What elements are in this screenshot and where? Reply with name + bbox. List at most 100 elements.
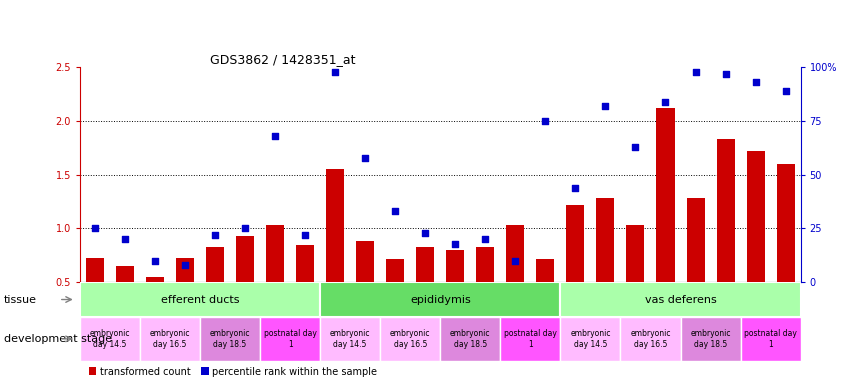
Point	[268, 133, 282, 139]
Bar	[537, 258, 554, 336]
Bar	[711, 67, 741, 282]
Point	[419, 230, 432, 236]
Bar	[747, 151, 764, 336]
Point	[448, 240, 462, 247]
Bar	[146, 277, 164, 336]
Bar	[560, 282, 801, 317]
Point	[299, 232, 312, 238]
Text: postnatal day
1: postnatal day 1	[264, 329, 316, 349]
Text: embryonic
day 16.5: embryonic day 16.5	[150, 329, 190, 349]
Bar	[386, 258, 405, 336]
Bar	[380, 317, 441, 361]
Bar	[770, 67, 801, 282]
Bar	[596, 199, 615, 336]
Bar	[176, 258, 194, 336]
Bar	[236, 236, 254, 336]
Text: postnatal day
1: postnatal day 1	[504, 329, 557, 349]
Point	[238, 225, 251, 232]
Bar	[350, 67, 380, 282]
Point	[779, 88, 792, 94]
Bar	[621, 67, 650, 282]
Bar	[566, 205, 584, 336]
Bar	[500, 67, 531, 282]
Bar	[260, 67, 290, 282]
Bar	[326, 169, 344, 336]
Bar	[741, 67, 770, 282]
Bar	[506, 225, 524, 336]
Bar	[320, 67, 350, 282]
Legend: transformed count, percentile rank within the sample: transformed count, percentile rank withi…	[85, 362, 381, 381]
Bar	[110, 67, 140, 282]
Text: vas deferens: vas deferens	[645, 295, 717, 305]
Text: embryonic
day 18.5: embryonic day 18.5	[450, 329, 490, 349]
Point	[509, 258, 522, 264]
Bar	[86, 258, 104, 336]
Bar	[627, 225, 644, 336]
Bar	[560, 317, 621, 361]
Text: embryonic
day 16.5: embryonic day 16.5	[630, 329, 671, 349]
Bar	[470, 67, 500, 282]
Point	[119, 236, 132, 242]
Point	[178, 262, 192, 268]
Point	[329, 68, 342, 74]
Bar	[320, 282, 560, 317]
Bar	[266, 225, 284, 336]
Bar	[650, 67, 680, 282]
Bar	[686, 199, 705, 336]
Bar	[500, 317, 560, 361]
Bar	[476, 247, 495, 336]
Bar	[447, 250, 464, 336]
Bar	[140, 67, 170, 282]
Text: embryonic
day 16.5: embryonic day 16.5	[390, 329, 431, 349]
Point	[719, 71, 733, 77]
Bar	[531, 67, 560, 282]
Text: efferent ducts: efferent ducts	[161, 295, 240, 305]
Point	[88, 225, 102, 232]
Point	[748, 79, 762, 85]
Bar	[440, 67, 470, 282]
Bar	[657, 108, 674, 336]
Bar	[357, 242, 374, 336]
Bar	[416, 247, 434, 336]
Text: tissue: tissue	[4, 295, 37, 305]
Point	[389, 208, 402, 214]
Point	[538, 118, 552, 124]
Bar	[680, 317, 741, 361]
Point	[599, 103, 612, 109]
Bar	[320, 317, 380, 361]
Bar	[80, 67, 110, 282]
Bar	[116, 266, 134, 336]
Bar	[200, 317, 260, 361]
Bar	[80, 317, 140, 361]
Text: embryonic
day 18.5: embryonic day 18.5	[690, 329, 731, 349]
Bar	[410, 67, 440, 282]
Bar	[776, 164, 795, 336]
Bar	[590, 67, 621, 282]
Point	[659, 99, 672, 105]
Text: epididymis: epididymis	[410, 295, 471, 305]
Text: embryonic
day 14.5: embryonic day 14.5	[90, 329, 130, 349]
Point	[209, 232, 222, 238]
Point	[148, 258, 161, 264]
Bar	[680, 67, 711, 282]
Text: embryonic
day 18.5: embryonic day 18.5	[209, 329, 251, 349]
Bar	[80, 282, 320, 317]
Bar	[380, 67, 410, 282]
Bar	[441, 317, 500, 361]
Bar	[717, 139, 734, 336]
Bar	[200, 67, 230, 282]
Text: embryonic
day 14.5: embryonic day 14.5	[330, 329, 370, 349]
Bar	[206, 247, 224, 336]
Point	[358, 154, 372, 161]
Bar	[296, 245, 315, 336]
Bar	[560, 67, 590, 282]
Text: GDS3862 / 1428351_at: GDS3862 / 1428351_at	[209, 53, 355, 66]
Point	[569, 185, 582, 191]
Bar	[260, 317, 320, 361]
Point	[479, 236, 492, 242]
Text: development stage: development stage	[4, 334, 113, 344]
Bar	[230, 67, 260, 282]
Point	[689, 68, 702, 74]
Bar	[140, 317, 200, 361]
Text: postnatal day
1: postnatal day 1	[744, 329, 797, 349]
